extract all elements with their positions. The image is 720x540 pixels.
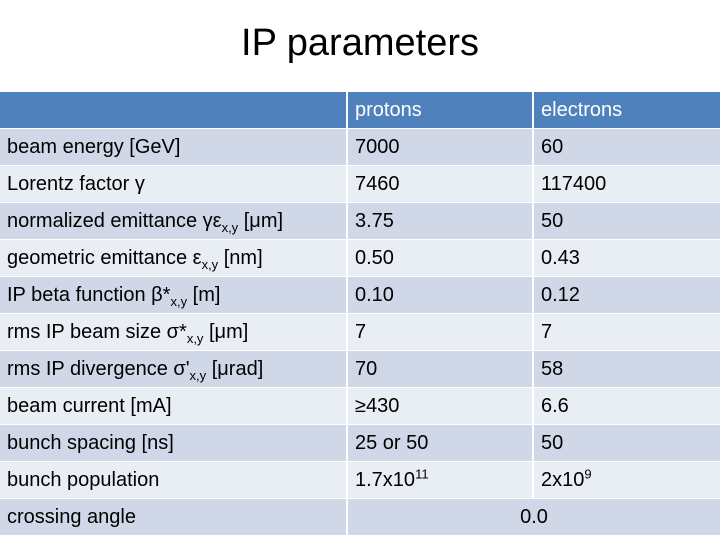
electrons-value: 0.43 — [532, 239, 720, 277]
row-label: beam energy [GeV] — [0, 128, 347, 166]
electrons-value: 58 — [532, 350, 720, 388]
row-label: normalized emittance γεx,y [μm] — [0, 202, 347, 240]
protons-value: 7460 — [346, 165, 533, 203]
row-label: rms IP beam size σ*x,y [μm] — [0, 313, 347, 351]
protons-value: 3.75 — [346, 202, 533, 240]
row-label: crossing angle — [0, 498, 347, 535]
table-row: rms IP divergence σ'x,y [μrad] 70 58 — [0, 350, 720, 388]
protons-value: ≥430 — [346, 387, 533, 425]
protons-value: 7 — [346, 313, 533, 351]
crossing-angle-value: 0.0 — [346, 498, 720, 535]
protons-value: 7000 — [346, 128, 533, 166]
header-protons: protons — [346, 91, 533, 129]
table-row: normalized emittance γεx,y [μm] 3.75 50 — [0, 202, 720, 240]
table-row: bunch spacing [ns] 25 or 50 50 — [0, 424, 720, 462]
row-label: geometric emittance εx,y [nm] — [0, 239, 347, 277]
row-label: IP beta function β*x,y [m] — [0, 276, 347, 314]
electrons-value: 50 — [532, 202, 720, 240]
table-row: beam energy [GeV] 7000 60 — [0, 128, 720, 166]
table-row: geometric emittance εx,y [nm] 0.50 0.43 — [0, 239, 720, 277]
header-electrons: electrons — [532, 91, 720, 129]
row-label: beam current [mA] — [0, 387, 347, 425]
table-row: crossing angle 0.0 — [0, 498, 720, 535]
table-row: bunch population 1.7x1011 2x109 — [0, 461, 720, 499]
protons-value: 0.10 — [346, 276, 533, 314]
table-row: rms IP beam size σ*x,y [μm] 7 7 — [0, 313, 720, 351]
row-label: bunch spacing [ns] — [0, 424, 347, 462]
table-row: Lorentz factor γ 7460 117400 — [0, 165, 720, 203]
electrons-value: 7 — [532, 313, 720, 351]
electrons-value: 6.6 — [532, 387, 720, 425]
electrons-value: 117400 — [532, 165, 720, 203]
protons-value: 70 — [346, 350, 533, 388]
row-label: Lorentz factor γ — [0, 165, 347, 203]
table-header-row: protons electrons — [0, 91, 720, 129]
table-row: IP beta function β*x,y [m] 0.10 0.12 — [0, 276, 720, 314]
electrons-value: 2x109 — [532, 461, 720, 499]
electrons-value: 60 — [532, 128, 720, 166]
header-parameter — [0, 91, 347, 129]
electrons-value: 50 — [532, 424, 720, 462]
page-title: IP parameters — [241, 22, 479, 64]
protons-value: 1.7x1011 — [346, 461, 533, 499]
protons-value: 25 or 50 — [346, 424, 533, 462]
protons-value: 0.50 — [346, 239, 533, 277]
table-row: beam current [mA] ≥430 6.6 — [0, 387, 720, 425]
ip-parameters-table: protons electrons beam energy [GeV] 7000… — [0, 91, 720, 535]
row-label: rms IP divergence σ'x,y [μrad] — [0, 350, 347, 388]
row-label: bunch population — [0, 461, 347, 499]
electrons-value: 0.12 — [532, 276, 720, 314]
